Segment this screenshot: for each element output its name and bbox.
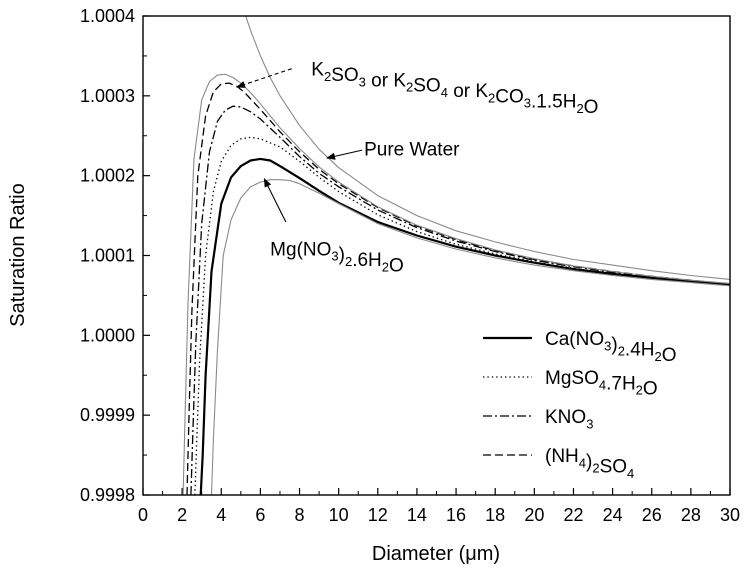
- x-axis-ticks: 0 2 4 6 8 10 12 14 16 18 20 22 24 26 28 30: [138, 488, 740, 525]
- legend-label: KNO3: [545, 407, 593, 431]
- annotation-arrow: [263, 178, 287, 223]
- x-axis-label: Diameter (μm): [372, 543, 500, 565]
- x-tick-label: 26: [642, 505, 662, 525]
- y-axis-ticks: 0.9998 0.9999 1.0000 1.0001 1.0002 1.0003 1.00…: [80, 6, 150, 505]
- series-line-mg-no3-2-6h2o: [210, 179, 730, 495]
- annotation-label: Mg(NO3)2.6H2O: [270, 239, 404, 276]
- y-tick-label: 0.9998: [80, 485, 135, 505]
- series-layer: [182, 16, 730, 495]
- x-tick-label: 28: [681, 505, 701, 525]
- annotation-label: K2SO3 or K2SO4 or K2CO3.1.5H2O: [311, 60, 598, 118]
- x-tick-label: 2: [177, 505, 187, 525]
- series-line-mgso4-7h2o: [194, 136, 730, 495]
- series-line-k2so3-or-k2so4-or-k2co3-1-5h2o: [182, 73, 730, 495]
- y-tick-label: 0.9999: [80, 405, 135, 425]
- plot-frame: [142, 15, 731, 496]
- x-tick-label: 30: [720, 505, 740, 525]
- x-tick-label: 10: [329, 505, 349, 525]
- x-tick-label: 16: [446, 505, 466, 525]
- x-tick-label: 14: [407, 505, 427, 525]
- series-line-pure-water: [245, 16, 730, 280]
- series-line-ca-no3-2-4h2o: [199, 157, 730, 495]
- y-tick-label: 1.0003: [80, 86, 135, 106]
- y-tick-label: 1.0004: [80, 6, 135, 26]
- legend-label: Ca(NO3)2.4H2O: [545, 329, 677, 366]
- x-tick-label: 8: [295, 505, 305, 525]
- x-tick-label: 0: [138, 505, 148, 525]
- annotation-label: Pure Water: [364, 140, 460, 161]
- x-tick-label: 6: [255, 505, 265, 525]
- y-tick-label: 1.0002: [80, 166, 135, 186]
- annotation-layer: K2SO3 or K2SO4 or K2CO3.1.5H2O Pure Water…: [236, 60, 598, 276]
- y-tick-label: 1.0001: [80, 246, 135, 266]
- x-tick-label: 24: [603, 505, 623, 525]
- series-line--nh4-2so4: [186, 82, 730, 495]
- y-tick-label: 1.0000: [80, 325, 135, 345]
- x-tick-label: 22: [563, 505, 583, 525]
- legend-label: (NH4)2SO4: [545, 446, 634, 481]
- x-tick-label: 20: [524, 505, 544, 525]
- x-tick-label: 12: [368, 505, 388, 525]
- y-axis-label: Saturation Ratio: [7, 183, 29, 326]
- annotation-arrow: [326, 149, 363, 160]
- x-tick-label: 4: [216, 505, 226, 525]
- x-tick-label: 18: [485, 505, 505, 525]
- series-line-kno3: [190, 105, 730, 495]
- legend-label: MgSO4.7H2O: [545, 368, 658, 400]
- annotation-arrow: [236, 68, 292, 88]
